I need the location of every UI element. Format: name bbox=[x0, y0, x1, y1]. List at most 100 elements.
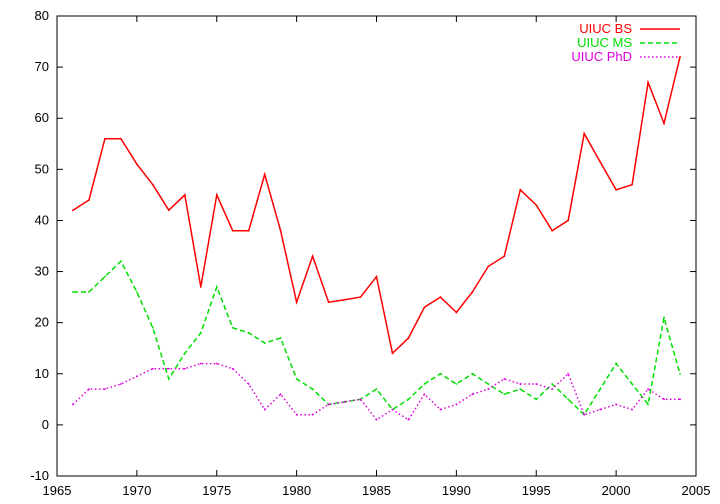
series-1-point bbox=[327, 301, 330, 304]
series-1-point bbox=[487, 265, 490, 268]
x-tick-label: 1985 bbox=[362, 483, 391, 498]
series-3-point bbox=[567, 372, 570, 375]
series-2-point bbox=[231, 326, 234, 329]
series-3-point bbox=[72, 403, 74, 406]
x-tick-label: 1990 bbox=[442, 483, 471, 498]
series-1-point bbox=[135, 163, 138, 166]
series-1-point bbox=[615, 188, 618, 191]
series-2-point bbox=[503, 393, 506, 396]
series-3-point bbox=[599, 408, 602, 411]
series-layer bbox=[72, 55, 681, 421]
series-1-point bbox=[183, 193, 186, 196]
series-2-point bbox=[167, 377, 170, 380]
series-2-point bbox=[519, 388, 522, 391]
series-3-point bbox=[263, 408, 266, 411]
series-1-point bbox=[407, 337, 410, 339]
series-2-point bbox=[535, 398, 538, 401]
y-tick-label: 50 bbox=[35, 161, 49, 176]
series-3-point bbox=[343, 400, 346, 403]
series-2-point bbox=[295, 377, 298, 380]
series-3-point bbox=[231, 367, 234, 370]
series-3-point bbox=[519, 383, 522, 385]
series-1-point bbox=[663, 122, 665, 125]
series-3-point bbox=[663, 398, 665, 401]
y-tick-label: 0 bbox=[42, 417, 49, 432]
series-3-point bbox=[647, 388, 649, 391]
series-2-point bbox=[647, 403, 649, 406]
y-tick-label: 80 bbox=[35, 8, 49, 23]
series-3-point bbox=[199, 362, 202, 365]
series-line-2 bbox=[73, 260, 681, 416]
series-1-point bbox=[567, 219, 570, 222]
series-2-point bbox=[247, 331, 250, 334]
legend-label-1: UIUC BS bbox=[579, 21, 632, 36]
series-3-point bbox=[135, 375, 138, 378]
series-3-point bbox=[295, 413, 298, 416]
series-3-point bbox=[391, 408, 394, 411]
y-tick-label: 20 bbox=[35, 315, 49, 330]
x-tick-label: 2005 bbox=[682, 483, 711, 498]
series-2-point bbox=[439, 372, 442, 375]
x-tick-label: 1970 bbox=[122, 483, 151, 498]
series-1-point bbox=[72, 209, 74, 212]
series-3-point bbox=[631, 408, 633, 411]
x-tick-label: 1995 bbox=[522, 483, 551, 498]
y-tick-label: 40 bbox=[35, 212, 49, 227]
legend-label-3: UIUC PhD bbox=[571, 49, 632, 64]
series-1-point bbox=[88, 199, 90, 201]
series-2-point bbox=[423, 383, 426, 385]
series-2-point bbox=[487, 383, 490, 385]
series-1-point bbox=[455, 311, 458, 314]
series-1-point bbox=[151, 183, 154, 186]
series-1-point bbox=[247, 229, 250, 232]
series-3-point bbox=[104, 388, 106, 391]
series-3-point bbox=[615, 403, 618, 406]
y-tick-label: 10 bbox=[35, 366, 49, 381]
series-1-point bbox=[263, 173, 266, 176]
series-2-point bbox=[135, 291, 138, 293]
series-3-point bbox=[311, 413, 314, 416]
series-2-point bbox=[407, 398, 410, 401]
series-1-point bbox=[631, 183, 633, 186]
series-3-point bbox=[167, 367, 170, 370]
series-3-point bbox=[183, 367, 186, 370]
series-1-point bbox=[120, 137, 122, 140]
series-2-point bbox=[279, 337, 282, 339]
series-1-point bbox=[551, 229, 554, 232]
series-3-point bbox=[439, 408, 442, 411]
x-tick-label: 1980 bbox=[282, 483, 311, 498]
series-3-point bbox=[407, 418, 410, 421]
series-3-point bbox=[583, 413, 586, 416]
series-3-point bbox=[503, 377, 506, 380]
series-2-point bbox=[311, 388, 314, 391]
y-tick-label: 30 bbox=[35, 264, 49, 279]
y-tick-label: -10 bbox=[30, 468, 49, 483]
x-tick-label: 2000 bbox=[602, 483, 631, 498]
series-2-point bbox=[663, 316, 665, 319]
series-3-point bbox=[120, 383, 122, 385]
series-2-point bbox=[631, 383, 633, 385]
series-2-point bbox=[455, 383, 458, 385]
series-3-point bbox=[423, 393, 426, 396]
series-1-point bbox=[167, 209, 170, 212]
series-3-point bbox=[279, 393, 282, 396]
series-1-point bbox=[471, 291, 474, 293]
series-1-point bbox=[104, 137, 106, 140]
series-2-point bbox=[183, 352, 186, 355]
series-2-point bbox=[375, 388, 378, 391]
series-1-point bbox=[391, 352, 394, 355]
series-2-point bbox=[599, 388, 602, 391]
series-3-point bbox=[487, 388, 490, 391]
series-2-point bbox=[567, 398, 570, 401]
series-line-3 bbox=[72, 362, 680, 421]
series-2-point bbox=[471, 372, 474, 375]
series-1-point bbox=[231, 229, 234, 232]
series-1-point bbox=[519, 188, 522, 191]
series-3-point bbox=[327, 403, 330, 406]
series-1-point bbox=[439, 296, 442, 299]
series-line-1 bbox=[72, 56, 681, 355]
series-3-point bbox=[551, 388, 554, 391]
x-tick-label: 1975 bbox=[202, 483, 231, 498]
